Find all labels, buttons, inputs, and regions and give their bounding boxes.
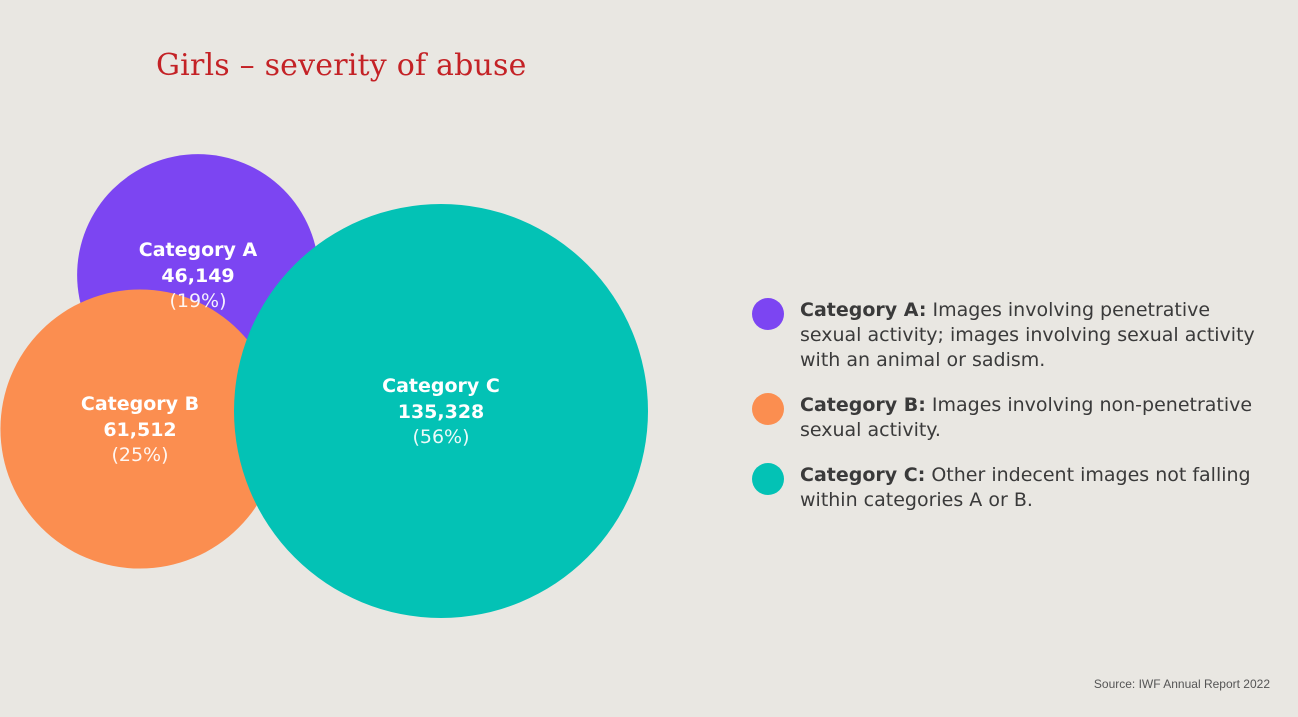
bubble-chart: Category A 46,149 (19%) Category B 61,512 (25… (0, 154, 648, 618)
legend-description: Images involving non-penetrative sexual … (800, 394, 1253, 441)
bubble-value-label: 46,149 (161, 265, 234, 287)
legend-swatch-category-c (752, 463, 784, 495)
legend-description: Other indecent images not falling within… (800, 464, 1251, 511)
legend-description: Images involving penetrative sexual acti… (800, 299, 1255, 371)
bubble-category-b (0, 289, 280, 569)
bubble-category-c (234, 204, 648, 618)
bubble-value-label: 135,328 (398, 401, 485, 423)
bubble-name-label: Category B (81, 393, 199, 415)
legend-item-category-a: Category A: Images involving penetrative… (752, 298, 1272, 373)
legend-term: Category C: (800, 464, 926, 486)
bubble-value-label: 61,512 (103, 419, 176, 441)
legend-swatch-category-a (752, 298, 784, 330)
bubble-percent-label: (19%) (169, 290, 226, 312)
legend-term: Category A: (800, 299, 927, 321)
legend-term: Category B: (800, 394, 926, 416)
chart-title: Girls – severity of abuse (156, 48, 527, 83)
bubble-percent-label: (25%) (111, 444, 168, 466)
bubble-name-label: Category C (382, 375, 500, 397)
source-note: Source: IWF Annual Report 2022 (1093, 677, 1270, 691)
legend-swatch-category-b (752, 393, 784, 425)
chart-legend: Category A: Images involving penetrative… (752, 298, 1272, 513)
legend-item-category-c: Category C: Other indecent images not fa… (752, 463, 1272, 513)
bubble-percent-label: (56%) (412, 426, 469, 448)
bubble-name-label: Category A (139, 239, 258, 261)
legend-item-category-b: Category B: Images involving non-penetra… (752, 393, 1272, 443)
